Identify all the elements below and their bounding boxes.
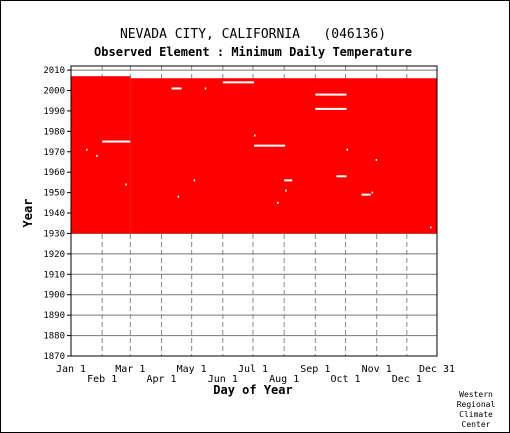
x-tick-label-60: Mar 1: [115, 364, 145, 375]
missing-day-10: [177, 195, 180, 198]
missing-segment-8: [361, 193, 371, 196]
missing-day-8: [285, 189, 287, 192]
missing-segment-3: [254, 144, 286, 147]
y-tick-label-1910: 1910: [43, 270, 65, 280]
x-tick-label-91: Apr 1: [146, 374, 176, 385]
missing-day-12: [429, 226, 432, 229]
credit-line-2: Regional: [457, 400, 496, 409]
x-tick-label-32: Feb 1: [87, 374, 117, 385]
missing-segment-0: [315, 93, 347, 96]
axes: [67, 65, 438, 357]
missing-segment-2: [102, 140, 131, 143]
y-tick-label-1960: 1960: [43, 168, 65, 178]
x-tick-label-182: Jul 1: [238, 364, 268, 375]
y-tick-label-1970: 1970: [43, 148, 65, 158]
y-tick-label-2010: 2010: [43, 66, 65, 76]
x-tick-label-365: Dec 31: [419, 364, 455, 375]
missing-day-9: [371, 191, 374, 194]
plot-border: [70, 65, 438, 357]
y-tick-label-1990: 1990: [43, 107, 65, 117]
missing-day-4: [96, 154, 98, 157]
coverage-block-1: [130, 78, 438, 234]
missing-data: [86, 81, 432, 229]
missing-day-0: [204, 87, 207, 90]
data-coverage: [71, 76, 438, 234]
credit-block: Western Regional Climate Center: [457, 390, 496, 429]
y-tick-label-1900: 1900: [43, 291, 65, 301]
missing-day-2: [86, 148, 88, 151]
y-tick-labels: 1870 1880 1890 1900 1910 1920 1930 1940 1950 1960…: [43, 66, 65, 362]
missing-segment-6: [336, 175, 347, 178]
missing-segment-7: [284, 179, 293, 182]
x-tick-label-121: May 1: [177, 364, 207, 375]
x-tick-label-152: Jun 1: [208, 374, 238, 385]
y-tick-label-1930: 1930: [43, 229, 65, 239]
y-tick-label-1890: 1890: [43, 311, 65, 321]
chart-subtitle: Observed Element : Minimum Daily Tempera…: [94, 45, 412, 59]
y-tick-label-1870: 1870: [43, 352, 65, 362]
missing-day-6: [193, 179, 196, 182]
y-tick-label-1880: 1880: [43, 332, 65, 342]
credit-line-3: Climate: [459, 410, 493, 419]
y-tick-label-1920: 1920: [43, 250, 65, 260]
y-tick-label-2000: 2000: [43, 87, 65, 97]
missing-segment-1: [315, 107, 347, 110]
missing-day-5: [375, 158, 378, 161]
chart-title: NEVADA CITY, CALIFORNIA (046136): [120, 27, 386, 42]
credit-line-4: Center: [462, 420, 491, 429]
missing-segment-5: [171, 87, 182, 90]
x-tick-label-1: Jan 1: [56, 364, 86, 375]
missing-day-3: [346, 148, 349, 151]
x-tick-labels: Jan 1 Mar 1 May 1 Jul 1 Sep 1 Nov 1 Dec 31 Feb …: [56, 364, 455, 385]
credit-line-1: Western: [459, 390, 493, 399]
y-tick-label-1950: 1950: [43, 189, 65, 199]
missing-day-1: [254, 134, 256, 137]
x-tick-label-305: Nov 1: [362, 364, 392, 375]
missing-segment-4: [222, 81, 254, 84]
y-tick-label-1980: 1980: [43, 127, 65, 137]
y-axis-label: Year: [21, 199, 35, 228]
coverage-block-0: [71, 76, 131, 234]
x-tick-label-274: Oct 1: [330, 374, 360, 385]
x-tick-label-335: Dec 1: [392, 374, 422, 385]
x-tick-label-213: Aug 1: [269, 374, 299, 385]
x-tick-label-244: Sep 1: [300, 364, 330, 375]
missing-day-11: [277, 201, 279, 204]
x-axis-label: Day of Year: [213, 383, 292, 397]
y-tick-label-1940: 1940: [43, 209, 65, 219]
missing-day-7: [125, 183, 127, 186]
